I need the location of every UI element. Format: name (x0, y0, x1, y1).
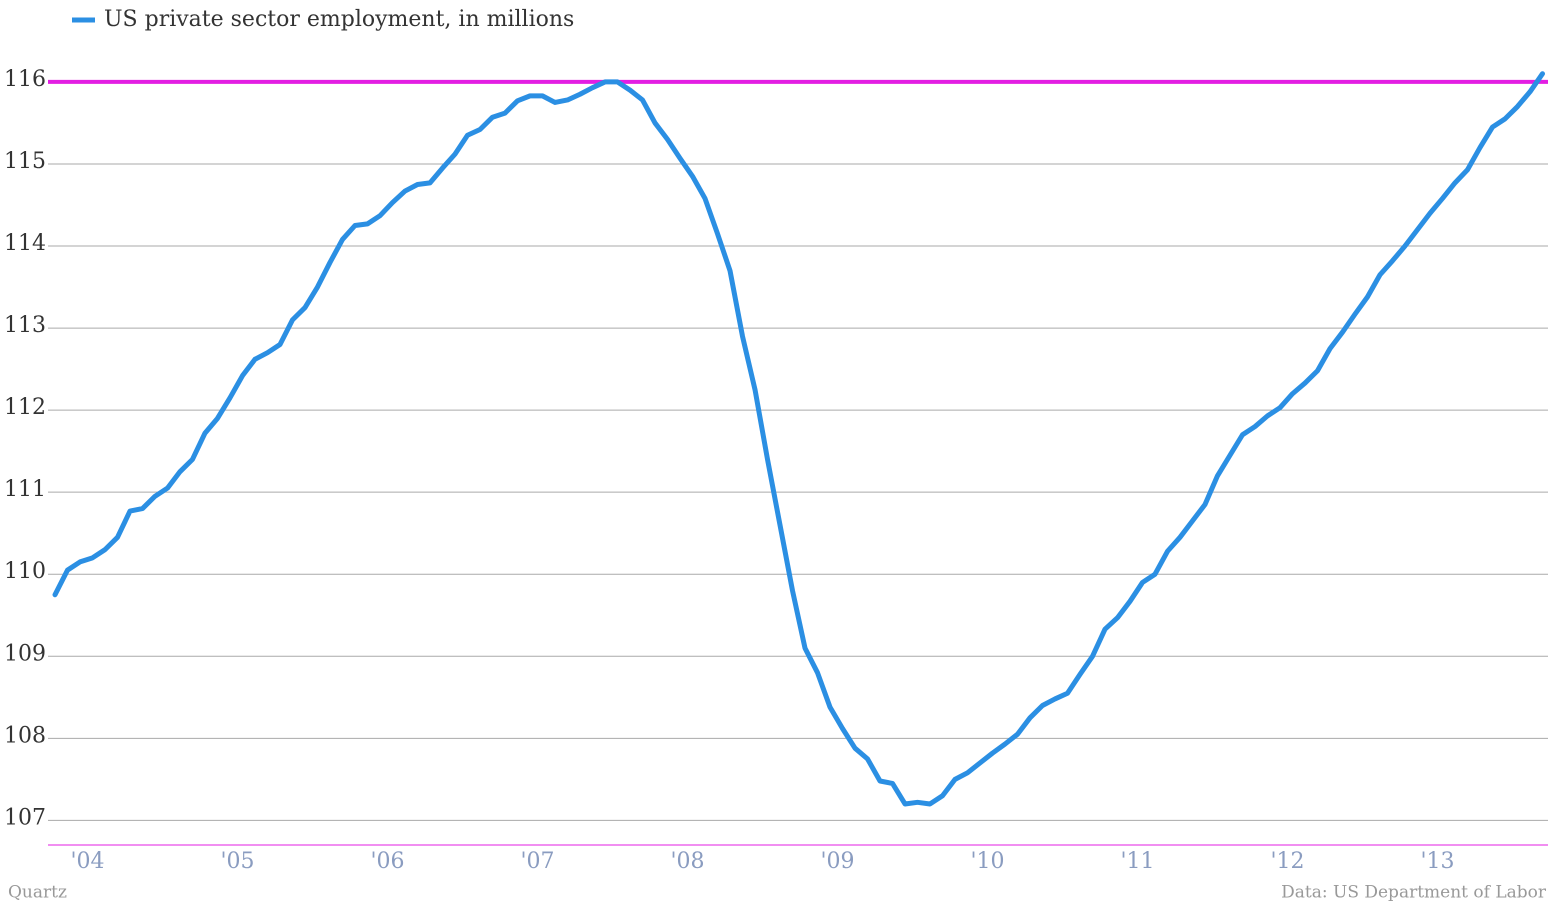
x-tick-label: '10 (970, 849, 1004, 874)
y-tick-label: 109 (4, 641, 46, 666)
x-tick-label: '08 (670, 849, 704, 874)
y-tick-label: 114 (4, 231, 46, 256)
y-tick-label: 113 (4, 313, 46, 338)
credit: Quartz (8, 883, 67, 903)
x-tick-label: '06 (370, 849, 404, 874)
x-tick-label: '04 (70, 849, 104, 874)
legend-label: US private sector employment, in million… (104, 7, 574, 32)
y-tick-label: 116 (4, 67, 46, 92)
x-tick-label: '05 (220, 849, 254, 874)
y-tick-label: 112 (4, 395, 46, 420)
x-tick-label: '13 (1420, 849, 1454, 874)
y-tick-label: 108 (4, 723, 46, 748)
source: Data: US Department of Labor (1281, 883, 1547, 903)
y-tick-label: 111 (4, 477, 46, 502)
x-tick-label: '11 (1120, 849, 1154, 874)
y-tick-label: 115 (4, 149, 46, 174)
x-tick-label: '12 (1270, 849, 1304, 874)
data-line (52, 71, 1545, 807)
y-tick-label: 110 (4, 559, 46, 584)
y-tick-label: 107 (4, 805, 46, 830)
x-tick-label: '07 (520, 849, 554, 874)
x-tick-label: '09 (820, 849, 854, 874)
